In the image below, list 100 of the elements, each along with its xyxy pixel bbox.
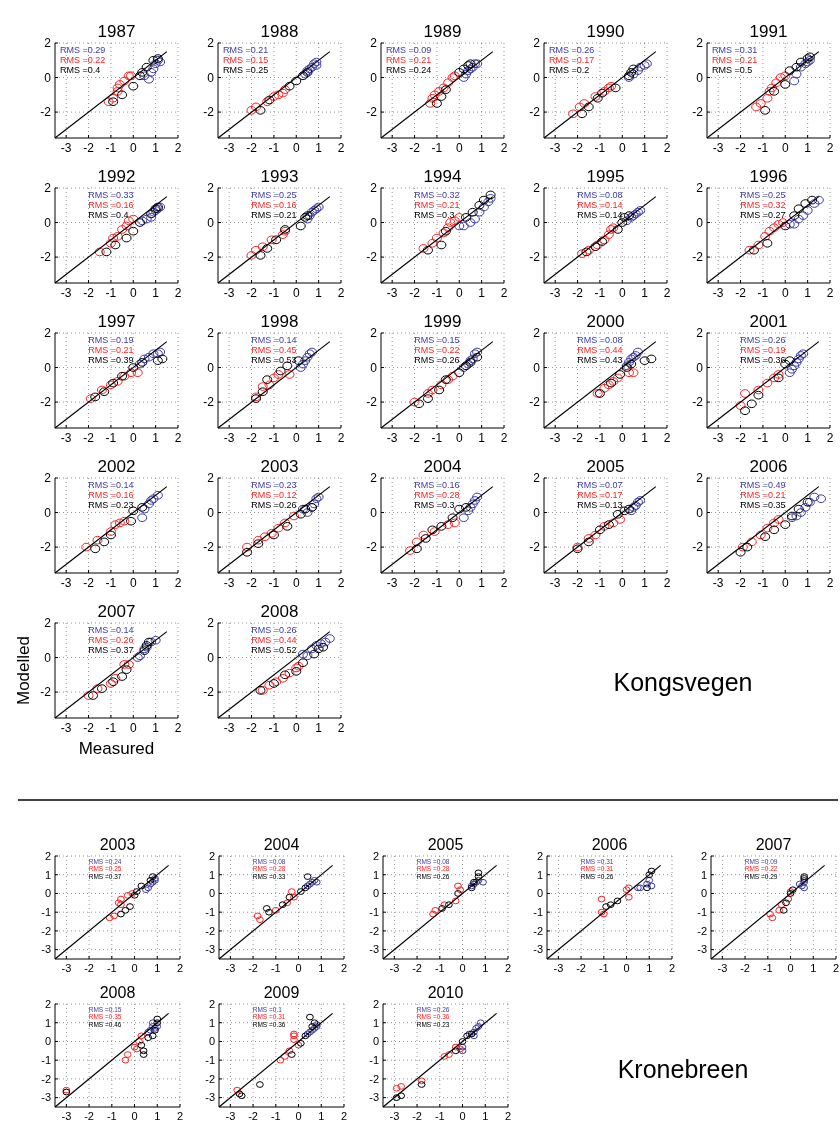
y-tick-label: 2 <box>44 181 52 196</box>
x-tick-label: 0 <box>129 721 137 735</box>
series-label: RMS =0.19 <box>88 335 134 345</box>
y-tick-label: 2 <box>370 181 378 196</box>
x-tick-label: 1 <box>315 286 323 300</box>
y-tick-label: 2 <box>696 326 704 341</box>
text: RMS =0.16 <box>88 490 134 500</box>
x-tick-label: 2 <box>337 576 345 590</box>
y-tick-label: 2 <box>207 616 215 631</box>
text: RMS =0.25 <box>740 190 786 200</box>
x-tick-label: -1 <box>757 576 769 590</box>
y-tick-label: 0 <box>370 360 378 375</box>
x-tick-label: 1 <box>152 576 160 590</box>
series-label: RMS =0.35 <box>740 500 786 510</box>
series-label: RMS =0.53 <box>251 355 297 365</box>
y-tick-label: -2 <box>41 1072 51 1085</box>
chart-title: 1988 <box>260 22 299 41</box>
series-label: RMS =0.27 <box>740 210 786 220</box>
x-tick-label: 0 <box>129 141 137 155</box>
text: RMS =0.22 <box>60 55 106 65</box>
y-tick-label: 1 <box>372 1016 379 1029</box>
y-tick-label: 2 <box>207 326 215 341</box>
y-tick-label: -2 <box>366 105 378 120</box>
x-tick-label: 2 <box>663 141 671 155</box>
x-tick-label: -3 <box>60 286 72 300</box>
series-label: RMS =0.26 <box>251 500 297 510</box>
x-tick-label: 0 <box>129 286 137 300</box>
x-tick-label: -3 <box>223 286 235 300</box>
y-tick-label: -2 <box>366 540 378 555</box>
y-tick-label: 2 <box>208 997 215 1010</box>
y-tick-label: -3 <box>41 1091 51 1104</box>
text: RMS =0.5 <box>712 65 753 75</box>
y-tick-label: 1 <box>536 868 543 881</box>
x-tick-label: -1 <box>434 1110 445 1122</box>
y-tick-label: 0 <box>207 70 215 85</box>
x-tick-label: 2 <box>337 141 345 155</box>
x-tick-label: 2 <box>174 286 182 300</box>
y-tick-label: -2 <box>529 395 541 410</box>
series-label: RMS =0.21 <box>414 200 460 210</box>
y-tick-label: -2 <box>366 250 378 265</box>
x-tick-label: 1 <box>804 141 812 155</box>
y-tick-label: -2 <box>203 685 215 700</box>
y-tick-label: 2 <box>700 849 707 862</box>
x-tick-label: 2 <box>504 1110 512 1122</box>
x-tick-label: -1 <box>105 431 117 445</box>
series-label: RMS =0.4 <box>88 210 129 220</box>
x-tick-label: -2 <box>248 1110 258 1122</box>
x-tick-label: -3 <box>389 962 400 974</box>
x-tick-label: 1 <box>646 962 653 974</box>
series-label: RMS =0.21 <box>251 210 297 220</box>
x-tick-label: -1 <box>106 1110 117 1122</box>
y-tick-label: 0 <box>372 1035 379 1048</box>
text: RMS =0.4 <box>60 65 101 75</box>
x-tick-label: -2 <box>409 576 421 590</box>
series-label: RMS =0.45 <box>251 345 297 355</box>
y-tick-label: 2 <box>372 849 379 862</box>
x-tick-label: 1 <box>478 576 486 590</box>
chart-title: 2003 <box>260 457 299 476</box>
x-tick-label: 2 <box>500 286 508 300</box>
x-tick-label: 1 <box>641 286 649 300</box>
x-tick-label: -3 <box>712 141 724 155</box>
y-tick-label: 1 <box>44 868 51 881</box>
y-tick-label: -2 <box>203 395 215 410</box>
x-tick-label: -3 <box>386 286 398 300</box>
text: RMS =0.32 <box>414 190 460 200</box>
chart-title: 2007 <box>755 836 792 853</box>
x-tick-label: -1 <box>105 286 117 300</box>
y-tick-label: -2 <box>697 924 707 937</box>
x-tick-label: 0 <box>781 431 789 445</box>
x-tick-label: 1 <box>154 962 161 974</box>
text: RMS =0.21 <box>386 55 432 65</box>
text: RMS =0.21 <box>223 45 269 55</box>
series-label: RMS =0.52 <box>251 645 297 655</box>
y-tick-label: 2 <box>533 181 541 196</box>
text: Kronebreen <box>617 1055 749 1084</box>
chart-title: 1989 <box>423 22 462 41</box>
y-tick-label: 0 <box>533 360 541 375</box>
series-label: RMS =0.14 <box>88 480 134 490</box>
x-tick-label: 1 <box>315 721 323 735</box>
series-label: RMS =0.32 <box>740 200 786 210</box>
y-tick-label: 2 <box>44 849 51 862</box>
x-tick-label: -2 <box>735 141 747 155</box>
x-tick-label: 0 <box>292 141 300 155</box>
chart-title: 2009 <box>263 984 300 1001</box>
x-tick-label: -3 <box>61 1110 72 1122</box>
series-label: RMS =0.14 <box>577 200 623 210</box>
x-tick-label: 2 <box>500 431 508 445</box>
y-tick-label: 2 <box>696 471 704 486</box>
chart-title: 2010 <box>427 984 464 1001</box>
y-tick-label: 0 <box>696 215 704 230</box>
x-tick-label: -3 <box>60 576 72 590</box>
series-label: RMS =0.25 <box>251 190 297 200</box>
y-tick-label: -1 <box>41 906 51 919</box>
series-label: RMS =0.26 <box>740 335 786 345</box>
y-tick-label: -1 <box>369 906 379 919</box>
x-tick-label: 1 <box>641 431 649 445</box>
x-tick-label: 0 <box>455 576 463 590</box>
y-tick-label: 0 <box>44 505 52 520</box>
series-label: RMS =0.15 <box>414 335 460 345</box>
chart-title: 1997 <box>97 312 136 331</box>
